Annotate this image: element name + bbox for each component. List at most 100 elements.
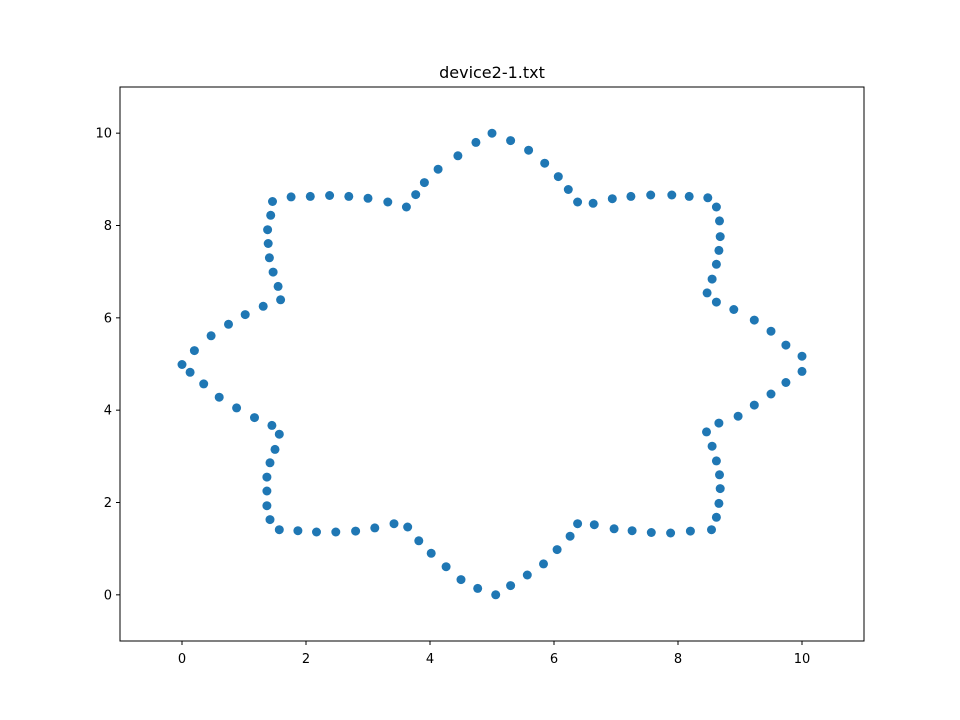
data-point xyxy=(715,470,724,480)
data-point xyxy=(268,267,278,277)
y-tick-label: 2 xyxy=(104,496,112,511)
data-point xyxy=(715,216,724,226)
data-point xyxy=(715,484,725,494)
data-point xyxy=(305,191,315,201)
data-point xyxy=(539,559,548,569)
data-point xyxy=(266,210,276,220)
data-point xyxy=(506,581,516,591)
data-points xyxy=(177,128,807,600)
data-point xyxy=(214,392,224,402)
data-point xyxy=(426,548,436,558)
data-point xyxy=(264,253,274,263)
data-point xyxy=(565,531,575,541)
data-point xyxy=(263,239,273,248)
data-point xyxy=(263,225,273,235)
data-point xyxy=(293,526,303,536)
y-axis-ticks: 0 2 4 6 8 10 xyxy=(95,127,120,603)
data-point xyxy=(262,486,272,496)
data-point xyxy=(589,520,599,530)
data-point xyxy=(711,456,721,466)
data-point xyxy=(702,288,712,298)
chart-title: device2-1.txt xyxy=(439,63,545,82)
x-tick-label: 8 xyxy=(674,652,682,667)
data-point xyxy=(262,501,272,511)
data-point xyxy=(383,197,393,207)
plot-frame xyxy=(119,86,865,642)
data-point xyxy=(276,295,286,305)
data-point xyxy=(711,259,721,269)
data-point xyxy=(553,172,563,182)
data-point xyxy=(199,379,209,389)
data-point xyxy=(487,128,497,138)
data-point xyxy=(733,411,743,421)
data-point xyxy=(711,202,721,212)
data-point xyxy=(506,136,516,146)
x-tick-label: 2 xyxy=(302,652,310,667)
x-tick-label: 4 xyxy=(426,652,434,667)
data-point xyxy=(185,367,195,377)
data-point xyxy=(540,158,550,168)
data-point xyxy=(781,378,791,387)
data-point xyxy=(453,151,463,161)
data-point xyxy=(573,519,583,529)
data-point xyxy=(177,360,187,369)
data-point xyxy=(729,305,739,314)
data-point xyxy=(270,444,280,454)
data-point xyxy=(351,526,361,536)
data-point xyxy=(797,351,807,361)
x-tick-label: 6 xyxy=(550,652,558,667)
data-point xyxy=(781,340,791,350)
data-point xyxy=(258,301,268,311)
data-point xyxy=(312,527,321,537)
data-point xyxy=(189,346,199,356)
data-point xyxy=(715,232,725,242)
x-tick-label: 10 xyxy=(794,652,811,667)
data-point xyxy=(609,524,619,534)
data-point xyxy=(456,575,466,585)
data-point xyxy=(711,297,721,307)
data-point xyxy=(707,441,717,451)
data-point xyxy=(419,178,429,188)
data-point xyxy=(563,185,573,194)
data-point xyxy=(491,590,501,600)
data-point xyxy=(433,164,443,174)
data-point xyxy=(707,274,717,284)
data-point xyxy=(389,519,399,529)
data-point xyxy=(766,326,776,336)
data-point xyxy=(224,319,233,329)
data-point xyxy=(749,400,759,410)
data-point xyxy=(588,198,598,208)
data-point xyxy=(441,562,451,572)
data-point xyxy=(766,389,776,399)
data-point xyxy=(702,427,711,437)
data-point xyxy=(411,190,421,200)
data-point xyxy=(250,413,259,423)
y-tick-label: 8 xyxy=(104,219,112,234)
data-point xyxy=(685,526,695,536)
data-point xyxy=(471,137,481,147)
data-point xyxy=(473,583,483,593)
data-point xyxy=(286,192,296,202)
data-point xyxy=(607,194,617,204)
data-point xyxy=(403,522,413,532)
data-point xyxy=(797,366,807,376)
data-point xyxy=(707,525,716,535)
data-point xyxy=(414,536,424,546)
data-point xyxy=(232,403,242,413)
data-point xyxy=(206,331,216,341)
data-point xyxy=(344,191,354,201)
data-point xyxy=(274,429,284,439)
data-point xyxy=(749,315,759,325)
data-point xyxy=(646,528,656,537)
data-point xyxy=(552,545,562,555)
data-point xyxy=(667,190,677,200)
data-point xyxy=(363,193,373,203)
y-tick-label: 0 xyxy=(104,588,112,603)
x-axis-ticks: 0 2 4 6 8 10 xyxy=(178,641,810,667)
data-point xyxy=(274,525,284,535)
y-tick-label: 10 xyxy=(95,127,112,142)
data-point xyxy=(626,191,636,201)
data-point xyxy=(703,193,713,203)
